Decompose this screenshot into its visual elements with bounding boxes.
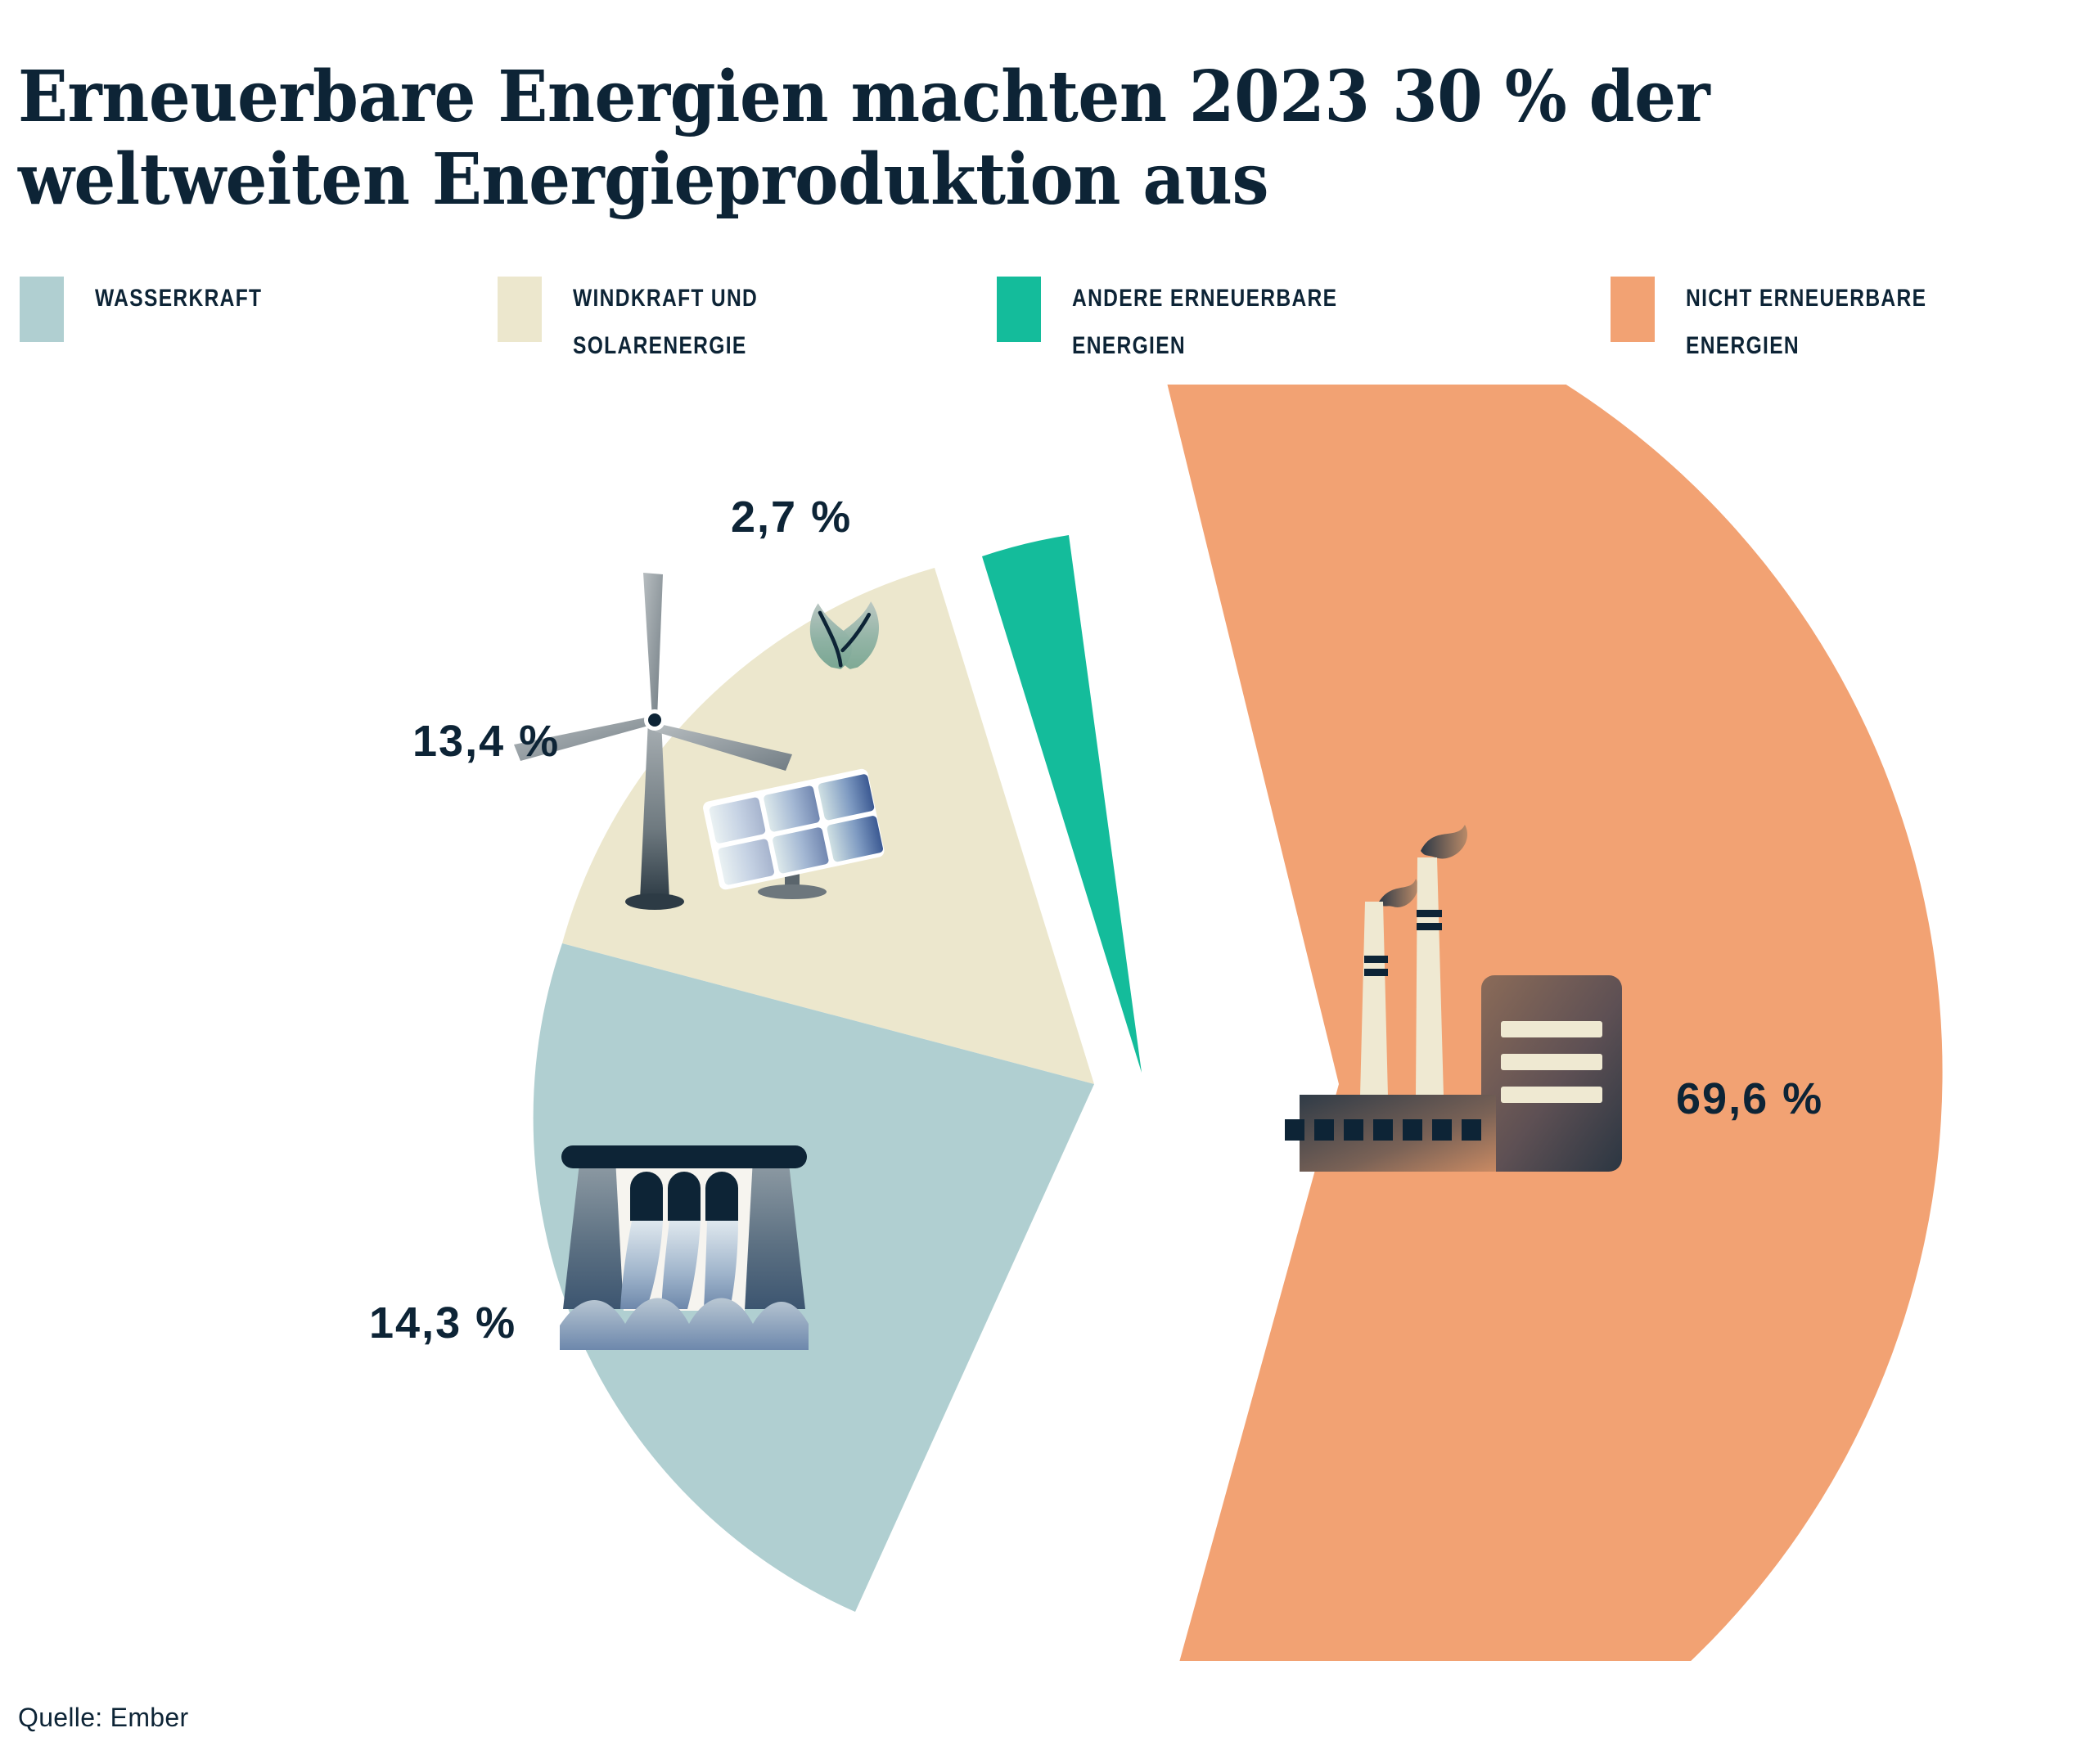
legend-label-windkraft-solarenergie: Windkraft und Solarenergie (573, 285, 759, 359)
legend-item-windkraft-solarenergie[interactable]: Windkraft und Solarenergie (498, 275, 799, 370)
chart-legend: Wasserkraft Windkraft und Solarenergie A… (20, 275, 2082, 365)
legend-label-andere-erneuerbare: Andere erneuerbare Energien (1072, 285, 1338, 359)
title-line-1: Erneuerbare Energien machten 2023 30 % d… (18, 55, 1710, 138)
leaf-icon (809, 601, 879, 669)
hydro-dam-icon (560, 1145, 809, 1350)
value-label-wasserkraft: 14,3 % (369, 1298, 517, 1348)
legend-swatch-andere-erneuerbare (997, 277, 1041, 342)
legend-swatch-windkraft-solarenergie (498, 277, 542, 342)
value-label-andere-erneuerbare: 2,7 % (731, 493, 853, 542)
pie-chart-svg (514, 385, 1943, 1661)
title-line-2: weltweiten Energieproduktion aus (18, 138, 1269, 222)
pie-chart (0, 385, 2095, 1661)
page-title: Erneuerbare Energien machten 2023 30 % d… (18, 56, 1768, 222)
legend-swatch-wasserkraft (20, 277, 64, 342)
wind-turbine-solar-panel-icon (514, 573, 885, 910)
power-plant-icon (1285, 825, 1622, 1172)
legend-item-andere-erneuerbare[interactable]: Andere erneuerbare Energien (997, 275, 1396, 370)
source-note: Quelle: Ember (18, 1703, 189, 1732)
pie-slice-andere-erneuerbare[interactable] (982, 535, 1142, 1073)
legend-swatch-nicht-erneuerbare (1611, 277, 1655, 342)
pie-slice-wasserkraft[interactable] (533, 943, 1094, 1612)
legend-item-nicht-erneuerbare[interactable]: Nicht erneuerbare Energien (1611, 275, 1980, 370)
legend-label-wasserkraft: Wasserkraft (95, 285, 263, 312)
value-label-nicht-erneuerbare: 69,6 % (1676, 1074, 1824, 1123)
legend-item-wasserkraft[interactable]: Wasserkraft (20, 275, 299, 342)
legend-label-nicht-erneuerbare: Nicht erneuerbare Energien (1686, 285, 1927, 359)
value-label-windkraft-solarenergie: 13,4 % (412, 717, 561, 766)
